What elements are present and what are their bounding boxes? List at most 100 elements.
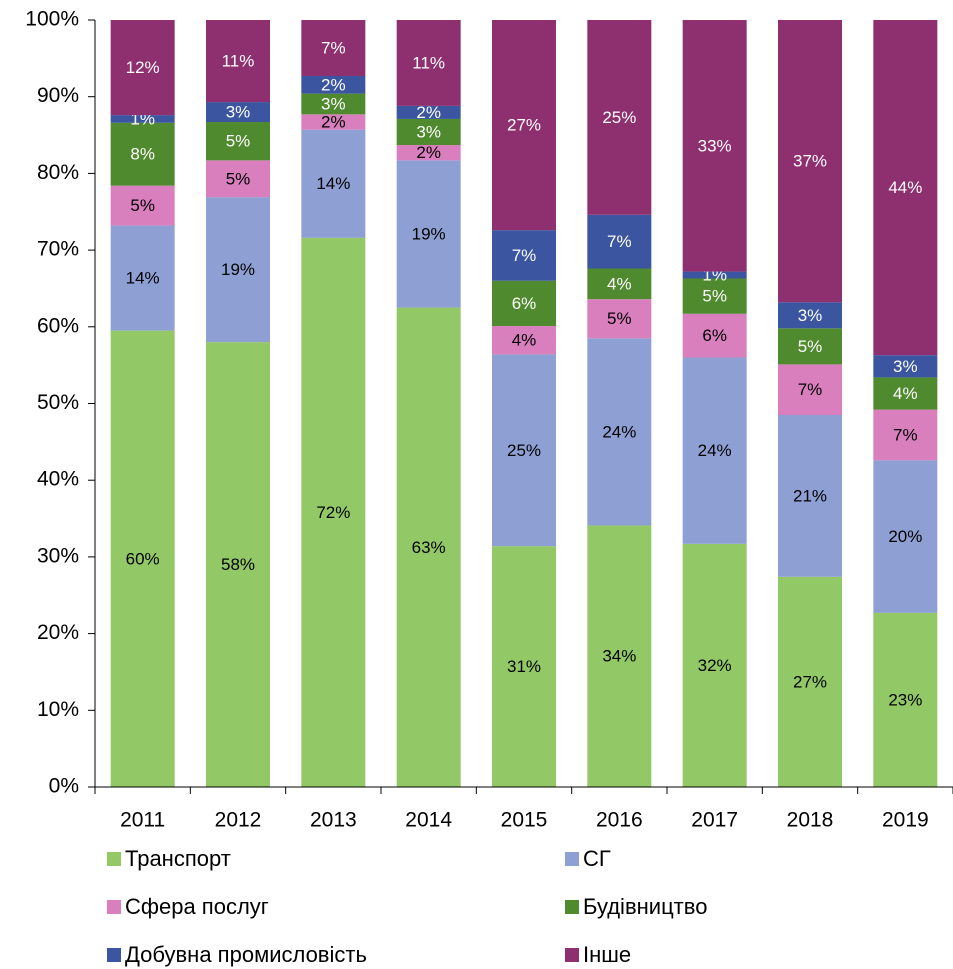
bar-segment [587,525,652,787]
data-label: 72% [316,503,350,522]
data-label: 34% [602,647,636,666]
data-label: 14% [126,269,160,288]
data-label: 4% [893,384,918,403]
bar-segment [492,230,556,281]
bar-segment [682,20,747,272]
data-label: 14% [316,174,350,193]
bar-segment [682,271,747,279]
data-label: 21% [793,486,827,505]
data-label: 4% [607,274,632,293]
data-label: 19% [221,260,255,279]
x-tick-label: 2017 [691,809,738,832]
bar-segment [396,160,461,308]
x-tick-label: 2019 [882,809,929,832]
bar-segment [492,20,556,231]
data-label: 7% [607,232,632,251]
y-tick-label: 70% [37,238,79,261]
bar-segment [206,20,270,103]
data-label: 60% [126,549,160,568]
y-tick-label: 60% [37,314,79,337]
bar-segment [110,330,175,787]
data-label: 5% [607,309,632,328]
legend-swatch [565,852,579,866]
data-label: 2% [321,112,346,131]
legend-label: СГ [583,846,611,871]
bar-segment [301,114,366,130]
bar-segment [110,185,175,226]
data-label: 11% [222,52,255,71]
legend-label: Будівництво [583,894,707,919]
data-label: 5% [226,132,251,151]
data-label: 20% [888,527,922,546]
x-tick-label: 2015 [501,809,548,832]
legend-label: Добувна промисловість [125,942,367,967]
bar-segment [301,93,366,115]
bar-segment [873,612,938,787]
data-label: 5% [798,337,823,356]
legend-swatch [107,948,121,962]
x-tick-label: 2014 [405,809,452,832]
bar-segment [682,357,747,544]
data-label: 32% [698,656,732,675]
data-label: 3% [226,103,251,122]
data-label: 12% [126,58,160,77]
x-tick-label: 2018 [787,809,834,832]
bar-segment [778,415,842,577]
bar-segment [301,75,366,94]
y-tick-label: 50% [37,391,79,414]
data-label: 58% [221,555,255,574]
data-label: 2% [416,143,441,162]
data-label: 24% [602,422,636,441]
legend-swatch [107,900,121,914]
bar-segment [587,214,652,269]
bar-segment [396,145,461,161]
data-label: 2% [321,75,346,94]
bar-segment [587,268,652,300]
bar-segment [587,20,652,215]
data-label: 25% [602,108,636,127]
data-label: 6% [512,294,537,313]
data-label: 3% [798,306,823,325]
bar-segment [110,20,175,116]
data-label: 5% [702,287,727,306]
data-label: 11% [412,53,445,72]
data-label: 19% [412,224,446,243]
bar-segment [778,328,842,365]
data-label: 7% [798,380,823,399]
bar-segment [206,160,270,198]
data-label: 25% [507,441,541,460]
bar-segment [778,20,842,303]
data-label: 3% [893,357,918,376]
bar-segment [396,105,461,119]
x-tick-label: 2011 [120,809,165,832]
legend-label: Сфера послуг [125,894,269,919]
legend-swatch [565,948,579,962]
bar-segment [492,280,556,327]
bar-segment [206,342,270,787]
data-label: 5% [226,169,251,188]
bar-segment [492,326,556,355]
y-tick-label: 40% [37,468,79,491]
x-tick-label: 2013 [310,809,357,832]
y-tick-label: 0% [49,775,79,798]
data-label: 3% [416,122,441,141]
bar-segment [873,460,938,613]
bar-segment [492,546,556,787]
bar-segment [587,338,652,526]
bar-segment [396,118,461,146]
data-label: 24% [698,441,732,460]
data-label: 7% [321,38,346,57]
x-tick-label: 2012 [215,809,262,832]
bar-segment [492,354,556,547]
data-label: 5% [130,196,155,215]
y-tick-label: 100% [25,8,79,31]
bar-segment [301,129,366,238]
bar-segment [396,307,461,787]
data-label: 37% [793,152,827,171]
bar-segment [778,302,842,329]
data-label: 7% [512,246,537,265]
bar-segment [301,20,366,76]
bar-segment [682,313,747,358]
data-label: 33% [698,136,732,155]
